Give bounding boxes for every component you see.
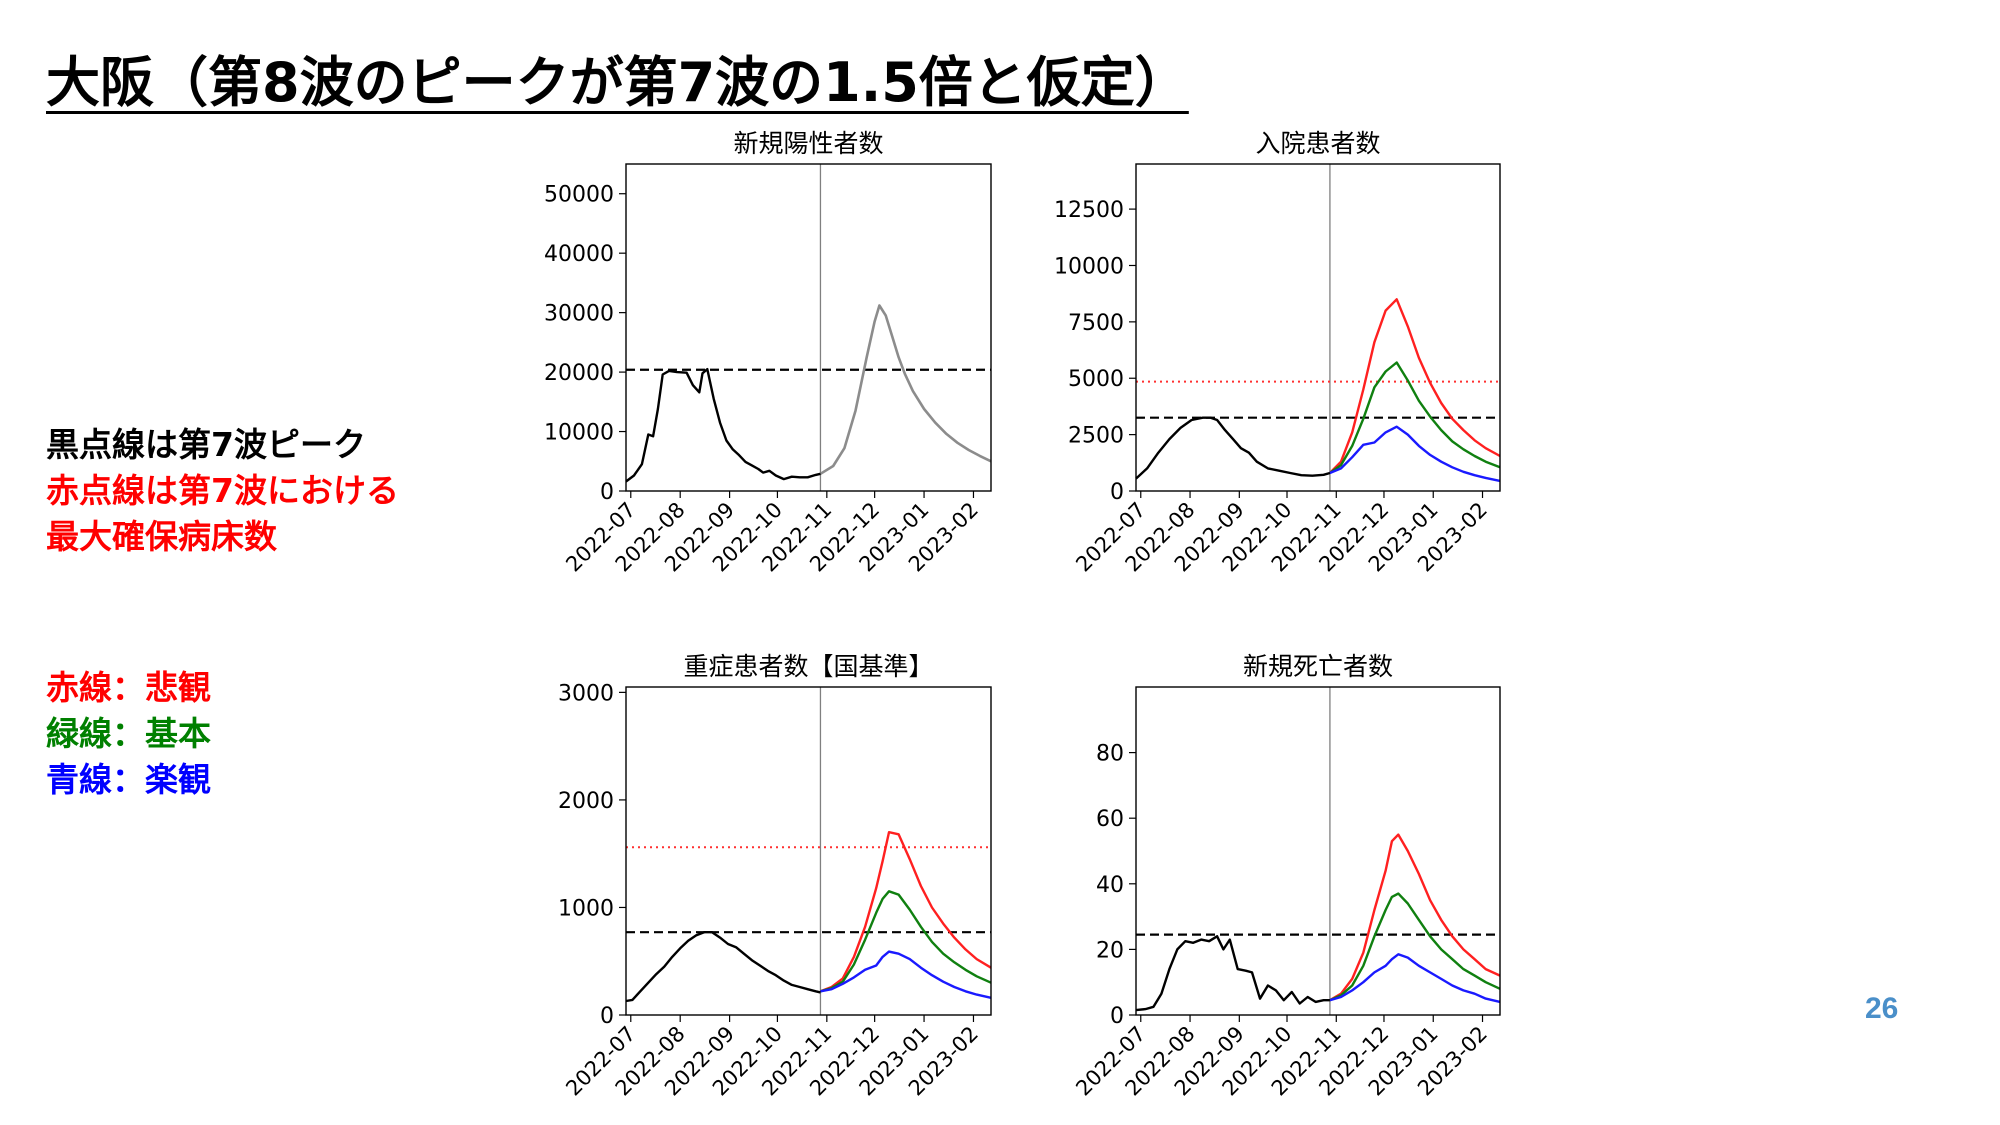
y-tick-label: 10000 [544, 421, 614, 446]
series-line-base [820, 890, 992, 993]
legend-scenario-pessimistic: 赤線：悲観 [46, 668, 211, 707]
y-tick-label: 2500 [1068, 424, 1124, 449]
y-tick-label: 60 [1096, 807, 1124, 832]
series-line-actual [1135, 416, 1331, 480]
series-line-optimistic [820, 950, 992, 999]
y-tick-label: 50000 [544, 183, 614, 208]
y-tick-label: 0 [1110, 1004, 1124, 1029]
series-line-actual [625, 931, 821, 1003]
y-tick-label: 20 [1096, 938, 1124, 963]
y-tick-label: 3000 [558, 681, 614, 706]
plot-frame [625, 686, 992, 1016]
legend-note-wave7-peak: 黒点線は第7波ピーク [46, 425, 366, 464]
chart-new-cases: 新規陽性者数010000200003000040000500002022-072… [544, 129, 992, 577]
chart-title: 重症患者数【国基準】 [683, 652, 933, 681]
legend-note-max-beds-1: 赤点線は第7波における [46, 471, 399, 510]
plot-frame [1135, 163, 1501, 492]
y-tick-label: 5000 [1068, 367, 1124, 392]
plot-frame [625, 163, 992, 492]
y-tick-label: 7500 [1068, 311, 1124, 336]
series-line-optimistic [1329, 425, 1501, 483]
chart-hospitalized: 入院患者数025005000750010000125002022-072022-… [1054, 129, 1501, 577]
y-tick-label: 0 [600, 1004, 614, 1029]
scenario-legend: 赤線：悲観 緑線：基本 青線：楽観 [46, 665, 211, 803]
y-tick-label: 80 [1096, 742, 1124, 767]
y-tick-label: 20000 [544, 361, 614, 386]
series-line-optimistic [1329, 953, 1501, 1004]
series-line-actual [625, 367, 821, 483]
y-tick-label: 30000 [544, 302, 614, 327]
chart-title: 新規陽性者数 [733, 129, 883, 158]
plot-frame [1135, 686, 1501, 1016]
y-tick-label: 40 [1096, 873, 1124, 898]
series-line-pessimistic [820, 831, 992, 993]
chart-severe: 重症患者数【国基準】01000200030002022-072022-08202… [558, 652, 992, 1101]
y-tick-label: 0 [1110, 480, 1124, 505]
y-tick-label: 10000 [1054, 254, 1124, 279]
y-tick-label: 1000 [558, 896, 614, 921]
series-line-actual [1135, 935, 1330, 1012]
legend-scenario-optimistic: 青線：楽観 [46, 760, 211, 799]
chart-deaths: 新規死亡者数0204060802022-072022-082022-092022… [1071, 652, 1501, 1101]
reference-line-legend: 黒点線は第7波ピーク 赤点線は第7波における 最大確保病床数 [46, 422, 399, 560]
y-tick-label: 12500 [1054, 198, 1124, 223]
series-line-pessimistic [1329, 833, 1501, 1002]
y-tick-label: 2000 [558, 789, 614, 814]
page-number: 26 [1865, 992, 1899, 1025]
series-line-base [1329, 361, 1501, 474]
series-line-base [1329, 892, 1501, 1002]
chart-title: 入院患者数 [1255, 129, 1380, 158]
chart-title: 新規死亡者数 [1243, 652, 1393, 681]
legend-scenario-base: 緑線：基本 [46, 714, 211, 753]
slide-title: 大阪（第8波のピークが第7波の1.5倍と仮定） [46, 51, 1189, 114]
series-line-forecast [819, 304, 992, 475]
y-tick-label: 0 [600, 480, 614, 505]
series-line-pessimistic [1329, 298, 1501, 474]
y-tick-label: 40000 [544, 242, 614, 267]
legend-note-max-beds-2: 最大確保病床数 [46, 517, 277, 556]
